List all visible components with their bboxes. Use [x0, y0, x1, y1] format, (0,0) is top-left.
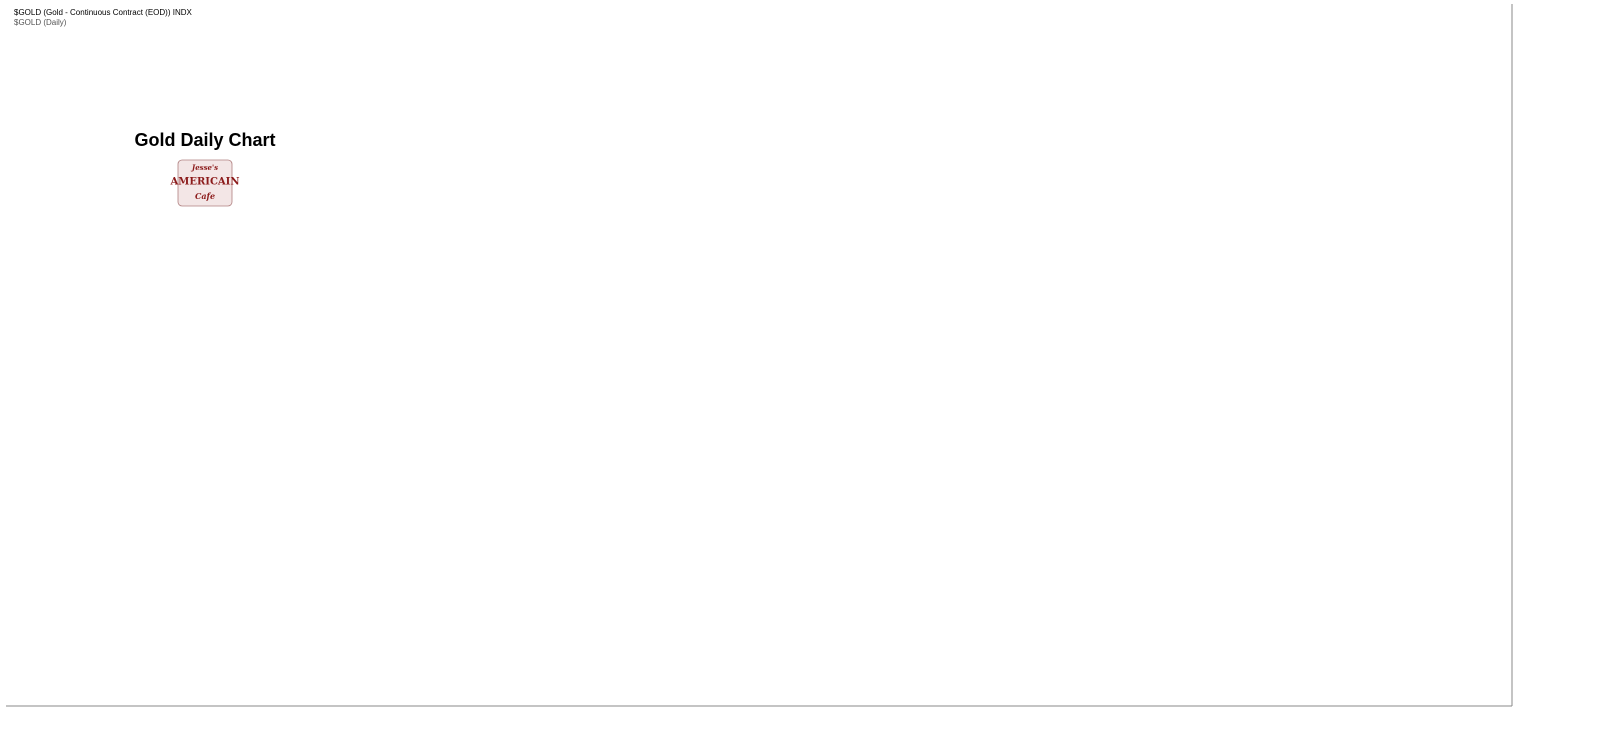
- logo-text: Cafe: [195, 191, 215, 201]
- logo-frame: [177, 159, 233, 207]
- chart-subtitle: $GOLD (Daily): [14, 18, 67, 27]
- logo-text: AMERICAIN: [170, 177, 240, 188]
- chart-title: $GOLD (Gold - Continuous Contract (EOD))…: [14, 8, 192, 17]
- heading: Gold Daily Chart: [134, 130, 275, 150]
- logo-text: Jesse's: [190, 163, 218, 172]
